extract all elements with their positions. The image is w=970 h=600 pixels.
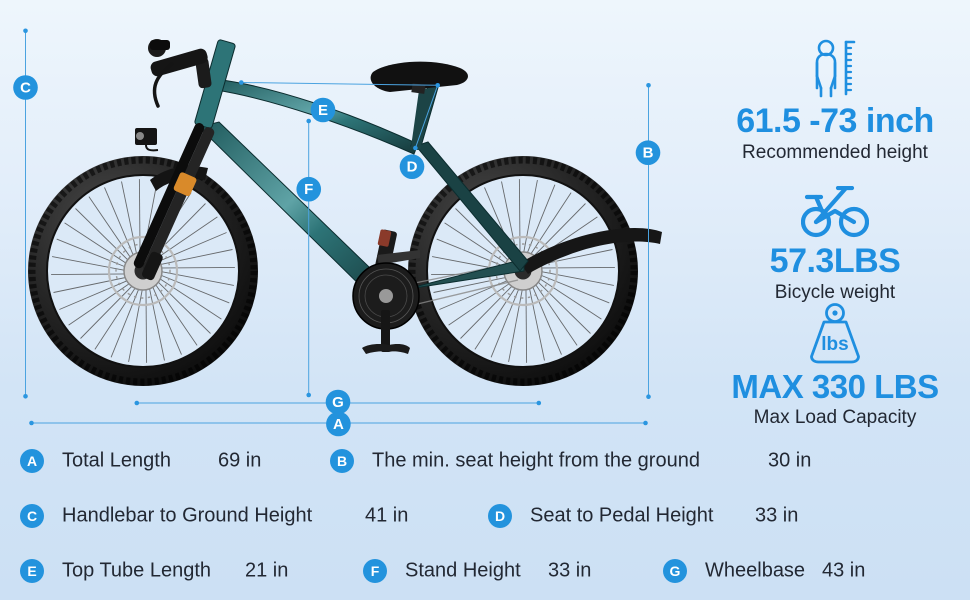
- svg-text:D: D: [407, 159, 418, 176]
- svg-text:E: E: [318, 102, 328, 119]
- svg-text:A: A: [333, 416, 344, 433]
- svg-text:F: F: [304, 181, 313, 198]
- svg-text:B: B: [643, 145, 654, 162]
- svg-text:C: C: [20, 80, 31, 97]
- svg-text:G: G: [332, 394, 344, 411]
